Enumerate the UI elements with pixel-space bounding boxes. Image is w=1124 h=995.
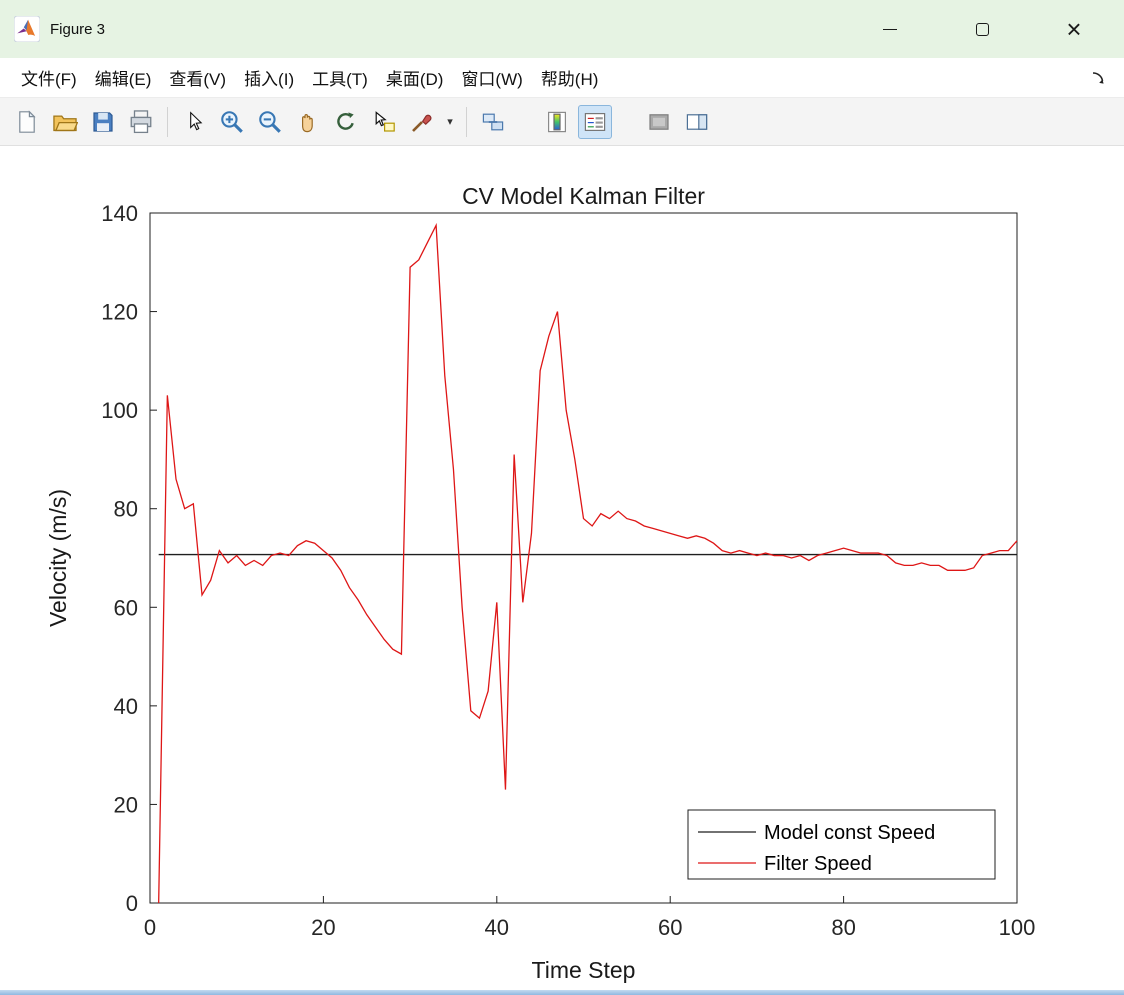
svg-text:100: 100 — [101, 398, 138, 423]
svg-text:Filter Speed: Filter Speed — [764, 853, 872, 875]
legend-icon — [584, 112, 606, 131]
menu-item-desktop[interactable]: 桌面(D) — [385, 70, 444, 89]
figure-canvas: 0 20 40 60 80 100 0 20 40 60 80 100 120 140 CV Model K… — [0, 146, 1124, 995]
open-file-button[interactable] — [48, 105, 82, 139]
svg-text:0: 0 — [126, 891, 138, 916]
edit-plot-button[interactable] — [177, 105, 211, 139]
pan-button[interactable] — [291, 105, 325, 139]
zoom-out-button[interactable] — [253, 105, 287, 139]
hide-plot-tools-icon — [649, 113, 669, 130]
svg-text:20: 20 — [114, 792, 138, 817]
insert-colorbar-button[interactable] — [540, 105, 574, 139]
svg-text:60: 60 — [658, 915, 682, 940]
minimize-button[interactable] — [874, 13, 906, 45]
close-icon: × — [1066, 14, 1082, 44]
save-figure-icon — [93, 111, 113, 132]
pan-hand-icon — [302, 113, 313, 132]
menu-item-help[interactable]: 帮助(H) — [540, 70, 599, 89]
toolbar-separator — [466, 106, 467, 137]
link-plot-icon — [482, 113, 504, 130]
figure-toolbar: ▾ — [0, 98, 1124, 146]
link-plot-button[interactable] — [476, 105, 510, 139]
minimize-icon — [883, 28, 897, 30]
menu-item-view[interactable]: 查看(V) — [169, 70, 227, 89]
svg-text:140: 140 — [101, 201, 138, 226]
svg-text:40: 40 — [485, 915, 509, 940]
window-controls: × — [874, 13, 1124, 45]
zoom-out-icon — [259, 110, 281, 133]
menu-bar: 文件(F) 编辑(E) 查看(V) 插入(I) 工具(T) 桌面(D) 窗口(W… — [0, 58, 1124, 98]
matlab-logo-icon — [14, 16, 40, 42]
print-figure-icon — [130, 109, 152, 133]
svg-text:80: 80 — [114, 497, 138, 522]
menu-item-tools[interactable]: 工具(T) — [312, 70, 368, 89]
svg-text:120: 120 — [101, 300, 138, 325]
zoom-in-button[interactable] — [215, 105, 249, 139]
brush-data-button[interactable] — [405, 105, 439, 139]
show-plot-tools-button[interactable] — [680, 105, 714, 139]
toolbar-separator — [167, 106, 168, 137]
new-figure-icon — [19, 109, 36, 133]
pointer-icon — [190, 110, 203, 130]
data-cursor-icon — [375, 110, 395, 132]
print-figure-button[interactable] — [124, 105, 158, 139]
menu-item-file[interactable]: 文件(F) — [21, 70, 77, 89]
dock-arrow-icon — [1092, 71, 1104, 84]
title-bar[interactable]: Figure 3 × — [0, 0, 1124, 58]
svg-text:40: 40 — [114, 694, 138, 719]
menu-item-edit[interactable]: 编辑(E) — [94, 70, 152, 89]
menu-item-insert[interactable]: 插入(I) — [244, 70, 295, 89]
svg-text:80: 80 — [831, 915, 855, 940]
colorbar-icon — [548, 111, 566, 132]
menu-item-window[interactable]: 窗口(W) — [461, 70, 523, 89]
chart-svg[interactable]: 0 20 40 60 80 100 0 20 40 60 80 100 120 140 CV Model K… — [0, 146, 1124, 995]
chevron-down-icon: ▾ — [447, 116, 453, 128]
dock-figure-button[interactable] — [1090, 70, 1112, 86]
brush-icon — [412, 114, 432, 132]
window-bottom-border — [0, 990, 1124, 995]
svg-text:CV Model Kalman Filter: CV Model Kalman Filter — [462, 183, 705, 209]
svg-text:100: 100 — [999, 915, 1036, 940]
window-title: Figure 3 — [50, 20, 106, 38]
close-button[interactable]: × — [1058, 13, 1090, 45]
brush-dropdown-button[interactable]: ▾ — [443, 105, 457, 139]
svg-text:Velocity (m/s): Velocity (m/s) — [45, 489, 71, 627]
svg-text:Model const Speed: Model const Speed — [764, 822, 935, 844]
maximize-button[interactable] — [966, 13, 998, 45]
hide-plot-tools-button[interactable] — [642, 105, 676, 139]
new-figure-button[interactable] — [10, 105, 44, 139]
maximize-icon — [975, 22, 989, 36]
insert-legend-button[interactable] — [578, 104, 612, 139]
rotate-3d-button[interactable] — [329, 105, 363, 139]
zoom-in-icon — [221, 110, 243, 133]
svg-text:60: 60 — [114, 595, 138, 620]
save-figure-button[interactable] — [86, 105, 120, 139]
svg-text:20: 20 — [311, 915, 335, 940]
open-file-icon — [53, 115, 78, 131]
svg-text:0: 0 — [144, 915, 156, 940]
svg-text:Time Step: Time Step — [532, 957, 636, 983]
show-plot-tools-icon — [686, 113, 708, 130]
data-cursor-button[interactable] — [367, 105, 401, 139]
rotate-3d-icon — [337, 111, 354, 130]
